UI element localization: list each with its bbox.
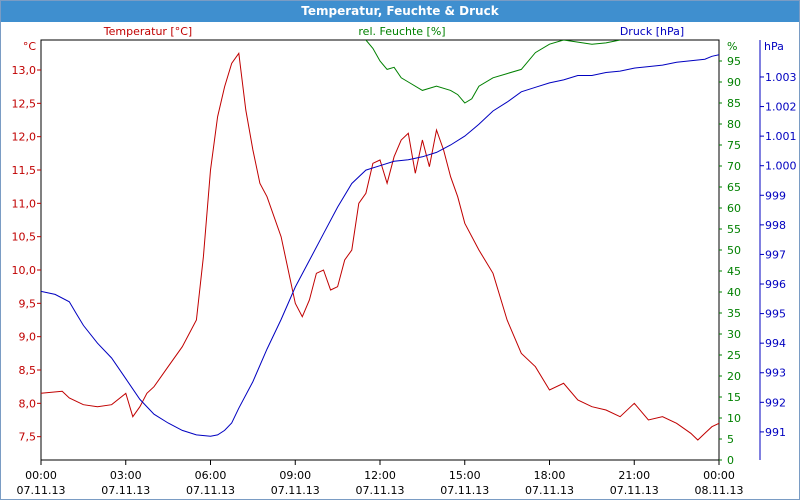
temperature-tick-label: 7,5 <box>19 431 37 444</box>
humidity-tick-label: 50 <box>727 244 741 257</box>
temperature-tick-label: 9,5 <box>19 297 37 310</box>
temperature-line <box>41 51 719 441</box>
x-tick-date: 07.11.13 <box>17 484 66 497</box>
pressure-tick-label: 991 <box>765 426 786 439</box>
series-layer <box>41 40 719 441</box>
x-tick-time: 18:00 <box>534 469 566 482</box>
temperature-tick-label: 11,5 <box>12 164 37 177</box>
pressure-tick-label: 993 <box>765 367 786 380</box>
humidity-tick-label: 5 <box>727 433 734 446</box>
x-tick-time: 21:00 <box>618 469 650 482</box>
temperature-tick-label: 12,0 <box>12 131 37 144</box>
pressure-tick-label: 997 <box>765 248 786 261</box>
x-tick-date: 07.11.13 <box>356 484 405 497</box>
temperature-tick-label: 8,5 <box>19 364 37 377</box>
humidity-tick-label: 20 <box>727 370 741 383</box>
temperature-axis-label: Temperatur [°C] <box>103 25 192 38</box>
humidity-unit: % <box>727 40 737 53</box>
temperature-tick-label: 10,5 <box>12 231 37 244</box>
x-tick-time: 00:00 <box>25 469 57 482</box>
pressure-axis-label: Druck [hPa] <box>620 25 684 38</box>
x-tick-date: 07.11.13 <box>610 484 659 497</box>
humidity-tick-label: 70 <box>727 160 741 173</box>
humidity-tick-label: 35 <box>727 307 741 320</box>
plot-area <box>41 40 719 460</box>
humidity-line <box>365 40 621 104</box>
x-tick-date: 07.11.13 <box>271 484 320 497</box>
humidity-tick-label: 10 <box>727 412 741 425</box>
humidity-tick-label: 75 <box>727 139 741 152</box>
pressure-tick-label: 994 <box>765 337 786 350</box>
x-tick-date: 07.11.13 <box>101 484 150 497</box>
humidity-tick-label: 85 <box>727 97 741 110</box>
x-tick-date: 07.11.13 <box>525 484 574 497</box>
x-tick-time: 03:00 <box>110 469 142 482</box>
pressure-tick-label: 995 <box>765 308 786 321</box>
x-tick-date: 07.11.13 <box>440 484 489 497</box>
temperature-tick-label: 13,0 <box>12 64 37 77</box>
humidity-tick-label: 15 <box>727 391 741 404</box>
humidity-tick-label: 90 <box>727 76 741 89</box>
temperature-tick-label: 8,0 <box>19 397 37 410</box>
x-tick-time: 15:00 <box>449 469 481 482</box>
x-tick-date: 08.11.13 <box>695 484 744 497</box>
humidity-tick-label: 30 <box>727 328 741 341</box>
x-tick-time: 00:00 <box>703 469 735 482</box>
pressure-line <box>41 54 719 437</box>
x-tick-time: 09:00 <box>279 469 311 482</box>
pressure-tick-label: 1.002 <box>765 101 797 114</box>
x-tick-date: 07.11.13 <box>186 484 235 497</box>
pressure-tick-label: 1.000 <box>765 160 797 173</box>
pressure-tick-label: 1.003 <box>765 71 797 84</box>
pressure-tick-label: 992 <box>765 396 786 409</box>
humidity-tick-label: 95 <box>727 55 741 68</box>
humidity-tick-label: 60 <box>727 202 741 215</box>
temperature-tick-label: 12,5 <box>12 97 37 110</box>
humidity-tick-label: 40 <box>727 286 741 299</box>
pressure-tick-label: 999 <box>765 189 786 202</box>
humidity-axis-label: rel. Feuchte [%] <box>358 25 445 38</box>
pressure-tick-label: 998 <box>765 219 786 232</box>
axes-layer: 00:00 07.11.13 03:00 07.11.13 06:00 07.11.13 0… <box>12 25 797 497</box>
temperature-tick-label: 11,0 <box>12 197 37 210</box>
pressure-tick-label: 1.001 <box>765 130 797 143</box>
temperature-tick-label: 10,0 <box>12 264 37 277</box>
chart-title: Temperatur, Feuchte & Druck <box>1 1 799 22</box>
humidity-tick-label: 55 <box>727 223 741 236</box>
humidity-tick-label: 25 <box>727 349 741 362</box>
x-tick-time: 06:00 <box>195 469 227 482</box>
pressure-unit: hPa <box>764 40 784 53</box>
plot-frame <box>40 39 720 461</box>
humidity-tick-label: 45 <box>727 265 741 278</box>
pressure-tick-label: 996 <box>765 278 786 291</box>
humidity-tick-label: 80 <box>727 118 741 131</box>
x-tick-time: 12:00 <box>364 469 396 482</box>
humidity-tick-label: 0 <box>727 454 734 467</box>
temperature-tick-label: 9,0 <box>19 331 37 344</box>
humidity-tick-label: 65 <box>727 181 741 194</box>
temperature-unit: °C <box>23 40 37 53</box>
